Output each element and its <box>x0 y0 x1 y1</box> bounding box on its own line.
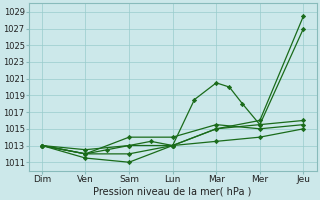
X-axis label: Pression niveau de la mer( hPa ): Pression niveau de la mer( hPa ) <box>93 187 252 197</box>
